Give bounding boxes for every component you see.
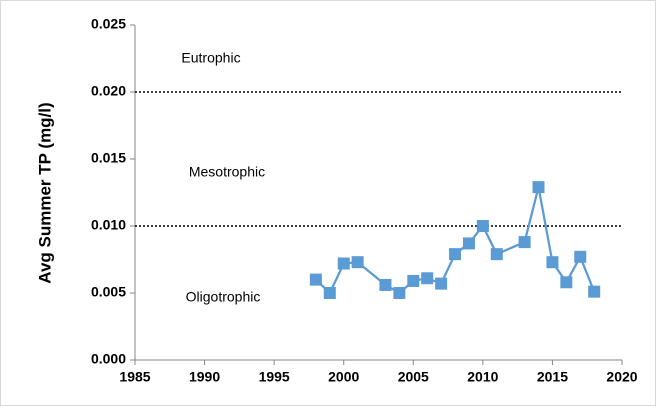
point-marker [379, 278, 392, 291]
point-marker [546, 256, 559, 269]
point-marker [393, 287, 406, 299]
y-axis-title: Avg Summer TP (mg/l) [35, 102, 54, 283]
x-tick-label: 2010 [467, 369, 498, 385]
point-marker [421, 272, 434, 285]
y-tick-label: 0.010 [91, 217, 126, 233]
point-marker [560, 276, 573, 289]
point-marker [462, 237, 475, 250]
point-marker [309, 273, 322, 286]
zone-label: Eutrophic [181, 50, 240, 66]
point-marker [351, 256, 364, 269]
point-marker [435, 277, 448, 290]
x-tick-label: 2015 [537, 369, 568, 385]
zone-label: Mesotrophic [189, 164, 265, 180]
point-marker [407, 274, 420, 287]
y-tick-label: 0.000 [91, 351, 126, 367]
point-marker [476, 220, 489, 232]
y-tick-label: 0.015 [91, 150, 126, 166]
point-marker [337, 257, 350, 270]
x-tick-label: 2000 [328, 369, 359, 385]
point-marker [449, 248, 462, 261]
point-marker [574, 250, 587, 263]
x-tick-label: 2020 [606, 369, 637, 385]
y-tick-label: 0.005 [91, 284, 126, 300]
point-marker [323, 287, 336, 299]
y-tick-label: 0.020 [91, 83, 126, 99]
y-tick-label: 0.025 [91, 16, 126, 32]
zone-label: Oligotrophic [186, 289, 261, 305]
x-tick-label: 2005 [398, 369, 429, 385]
point-marker [490, 248, 503, 261]
point-marker [588, 285, 601, 298]
point-marker [518, 236, 531, 249]
x-tick-label: 1985 [119, 369, 150, 385]
x-tick-label: 1990 [189, 369, 220, 385]
point-marker [532, 181, 545, 194]
x-tick-label: 1995 [259, 369, 290, 385]
